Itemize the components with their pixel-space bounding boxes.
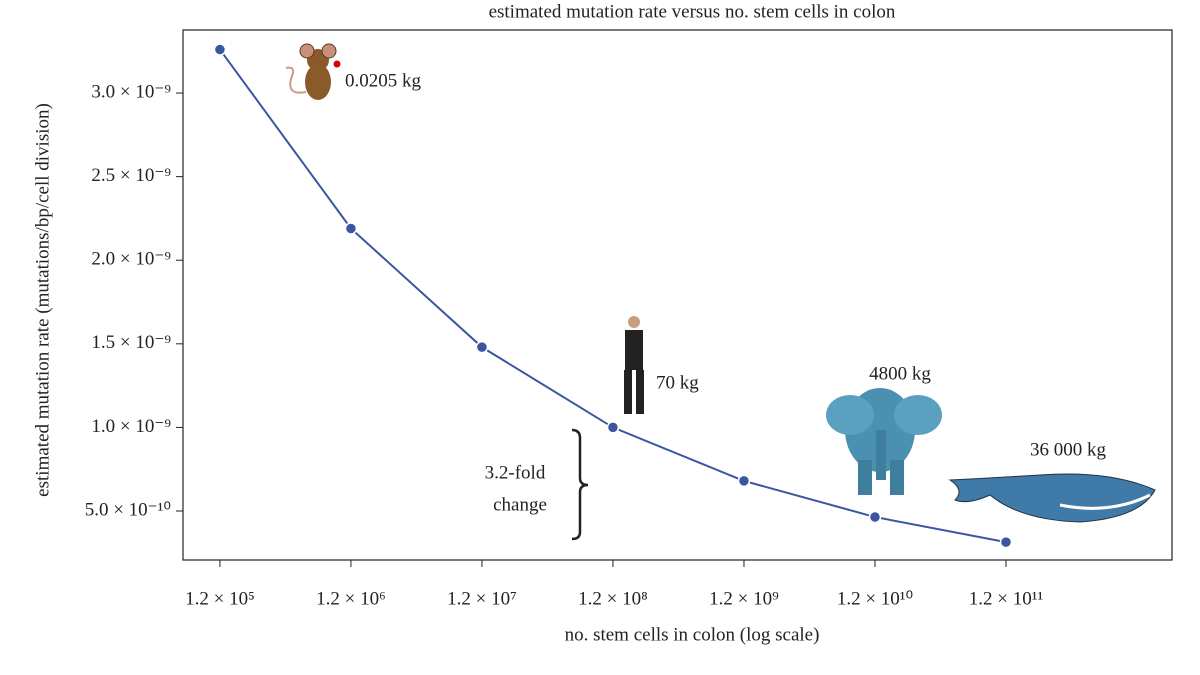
x-tick-label: 1.2 × 10⁵ [185,588,255,609]
x-tick-label: 1.2 × 10¹¹ [969,588,1044,609]
bracket [571,428,589,541]
whale-icon [948,473,1156,523]
annotation: 36 000 kg [1030,439,1107,460]
point [475,340,489,354]
man-icon [624,316,644,414]
point [213,43,227,56]
x-tick-label: 1.2 × 10⁹ [709,588,779,609]
x-axis-label: no. stem cells in colon (log scale) [565,624,820,645]
plot-frame [182,29,1173,561]
point [868,510,882,524]
point [737,474,751,488]
annotation: 4800 kg [869,363,931,384]
y-tick-label: 3.0 × 10⁻⁹ [91,81,171,102]
x-tick-label: 1.2 × 10⁸ [578,588,648,609]
y-tick-label: 2.5 × 10⁻⁹ [91,165,171,186]
annotation: 0.0205 kg [345,70,422,91]
point [606,421,620,434]
annotation: 70 kg [656,372,699,393]
chart-title: estimated mutation rate versus no. stem … [489,1,896,22]
point [344,222,358,235]
annotation: 3.2-fold [485,462,546,483]
annotation: change [493,494,547,515]
x-tick-label: 1.2 × 10¹⁰ [837,588,913,609]
x-tick-label: 1.2 × 10⁶ [316,588,386,609]
y-axis-label: estimated mutation rate (mutations/bp/ce… [32,103,53,497]
elephant-icon [826,388,942,495]
y-tick-label: 1.0 × 10⁻⁹ [91,416,171,437]
y-tick-label: 5.0 × 10⁻¹⁰ [85,499,171,520]
mouse-icon [285,43,341,100]
point [999,535,1013,549]
y-tick-label: 2.0 × 10⁻⁹ [91,249,171,270]
y-tick-label: 1.5 × 10⁻⁹ [91,332,171,353]
x-tick-label: 1.2 × 10⁷ [447,588,517,609]
